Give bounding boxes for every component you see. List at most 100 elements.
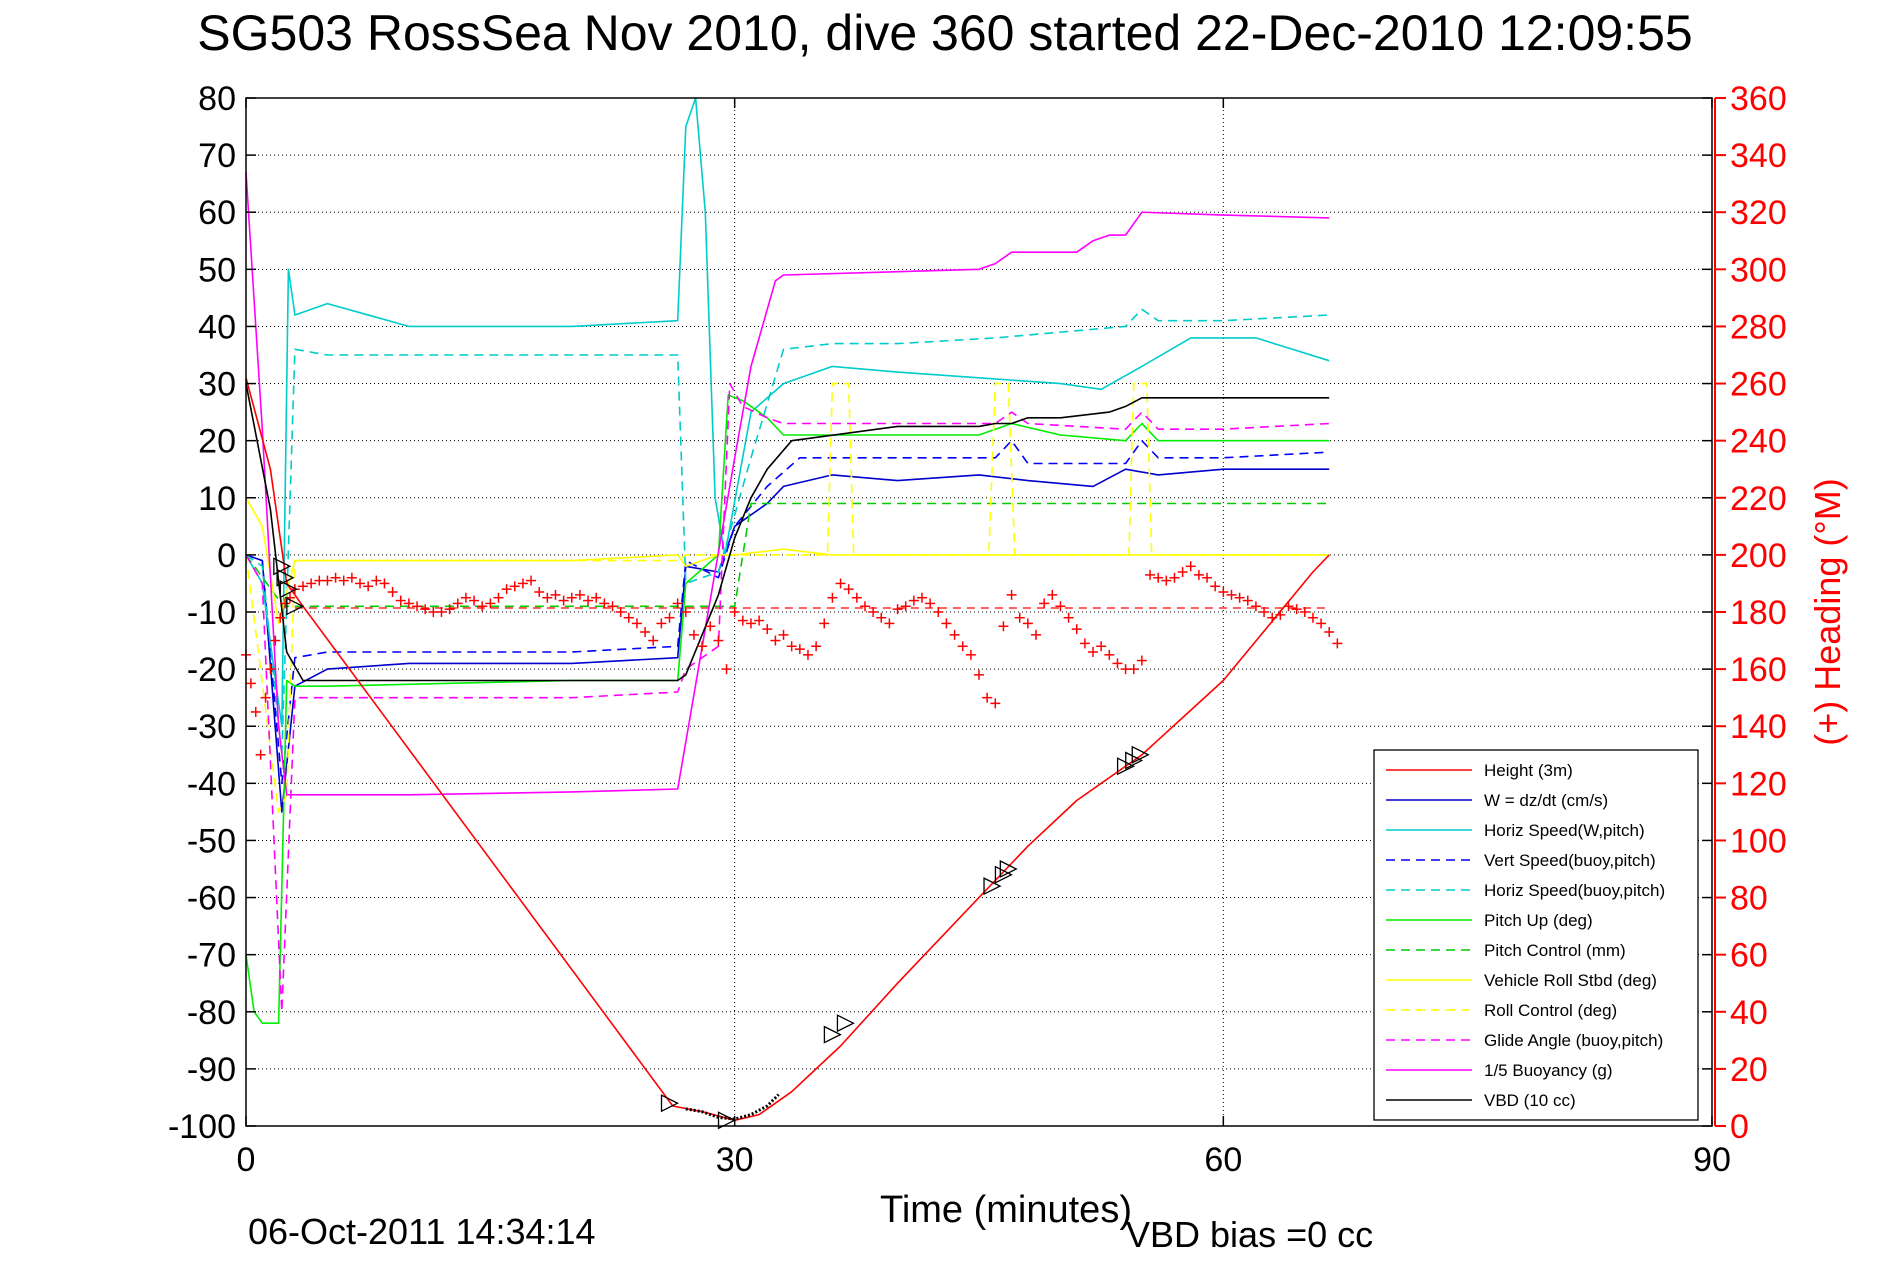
heading-point: [250, 706, 261, 717]
heading-point: [827, 592, 838, 603]
heading-point: [1316, 618, 1327, 629]
triangle-marker: [994, 865, 1013, 884]
heading-point: [1324, 626, 1335, 637]
right-tick-label: 180: [1730, 594, 1787, 632]
heading-point: [1063, 612, 1074, 623]
heading-point: [925, 598, 936, 609]
heading-point: [672, 598, 683, 609]
heading-point: [1128, 664, 1139, 675]
right-tick-label: 300: [1730, 251, 1787, 289]
heading-point: [452, 598, 463, 609]
legend-box: [1373, 749, 1699, 1121]
right-tick-label: 0: [1730, 1108, 1749, 1146]
legend-label: Pitch Up (deg): [1484, 911, 1593, 930]
heading-point: [1031, 629, 1042, 640]
heading-point: [1226, 589, 1237, 600]
x-tick-label: 90: [1693, 1141, 1731, 1179]
heading-point: [835, 578, 846, 589]
right-tick-label: 280: [1730, 308, 1787, 346]
heading-point: [656, 618, 667, 629]
heading-point: [1250, 601, 1261, 612]
heading-point: [1104, 649, 1115, 660]
heading-point: [509, 581, 520, 592]
series-line-glide-angle-buoy-pitch: [245, 382, 1330, 1013]
heading-point: [1193, 569, 1204, 580]
heading-point: [794, 644, 805, 655]
heading-point: [583, 595, 594, 606]
heading-point: [1234, 592, 1245, 603]
legend-label: Pitch Control (mm): [1484, 941, 1626, 960]
heading-point: [255, 749, 266, 760]
triangle-marker: [717, 1111, 736, 1130]
vbd-bias-label: VBD bias =0 cc: [1126, 1214, 1373, 1255]
heading-point: [387, 587, 398, 598]
heading-point: [280, 598, 291, 609]
heading-point: [245, 678, 256, 689]
right-tick-label: 60: [1730, 937, 1768, 975]
right-tick-label: 360: [1730, 80, 1787, 118]
heading-point: [615, 607, 626, 617]
heading-point: [395, 595, 406, 606]
heading-point: [460, 592, 471, 603]
heading-point: [1079, 638, 1090, 649]
triangle-marker: [1131, 745, 1150, 764]
heading-point: [688, 629, 699, 640]
plot-area: [241, 97, 1343, 1122]
heading-point: [1299, 607, 1310, 617]
heading-point: [745, 618, 756, 629]
heading-point: [485, 598, 496, 609]
heading-point: [949, 629, 960, 640]
left-tick-label: 30: [198, 366, 236, 404]
left-tick-label: 10: [198, 480, 236, 518]
x-tick-label: 60: [1204, 1141, 1242, 1179]
left-tick-label: 0: [217, 537, 236, 575]
heading-point: [916, 592, 927, 603]
left-tick-label: 50: [198, 251, 236, 289]
heading-point: [275, 612, 286, 623]
heading-point: [1039, 598, 1050, 609]
heading-point: [697, 641, 708, 652]
legend-label: 1/5 Buoyancy (g): [1484, 1061, 1613, 1080]
right-tick-label: 140: [1730, 708, 1787, 746]
heading-point: [957, 641, 968, 652]
triangle-marker: [823, 1025, 842, 1044]
heading-point: [1185, 561, 1196, 572]
heading-point: [770, 635, 781, 646]
heading-point: [289, 584, 300, 595]
heading-point: [270, 635, 281, 646]
series-line-1-5-buoyancy-g: [245, 172, 1330, 796]
heading-point: [1291, 604, 1302, 615]
heading-point: [1259, 607, 1270, 617]
triangle-marker: [286, 597, 305, 616]
triangle-marker: [999, 859, 1018, 879]
heading-point: [664, 612, 675, 623]
heading-point: [851, 592, 862, 603]
heading-point: [754, 615, 765, 626]
heading-point: [599, 598, 610, 609]
heading-point: [1071, 624, 1082, 635]
legend-label: W = dz/dt (cm/s): [1484, 791, 1608, 810]
heading-point: [1055, 601, 1066, 612]
right-tick-label: 240: [1730, 423, 1787, 461]
heading-point: [607, 601, 618, 612]
heading-point: [721, 664, 732, 675]
heading-point: [1145, 569, 1156, 580]
right-tick-label: 40: [1730, 994, 1768, 1032]
left-tick-label: 20: [198, 423, 236, 461]
heading-point: [1088, 646, 1099, 657]
heading-point: [1169, 572, 1180, 583]
right-tick-label: 80: [1730, 880, 1768, 918]
left-tick-label: -10: [187, 594, 236, 632]
heading-point: [1161, 575, 1172, 586]
heading-point: [566, 592, 577, 603]
heading-point: [965, 649, 976, 660]
heading-point: [737, 615, 748, 626]
heading-point: [412, 601, 423, 612]
left-tick-label: -30: [187, 708, 236, 746]
heading-point: [1047, 589, 1058, 600]
footer-date: 06-Oct-2011 14:34:14: [248, 1211, 596, 1252]
heading-point: [640, 626, 651, 637]
heading-point: [786, 641, 797, 652]
heading-point: [1096, 641, 1107, 652]
